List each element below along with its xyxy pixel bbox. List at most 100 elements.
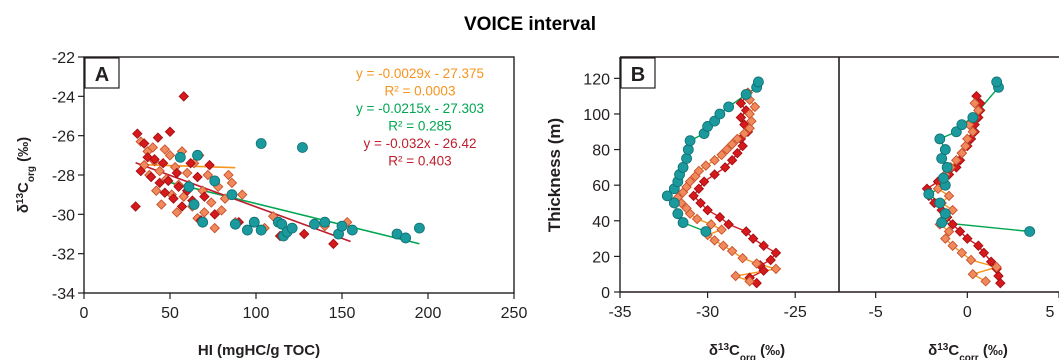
panel-a-y-tick-label: -34 — [52, 286, 75, 303]
panel-a-y-tick-label: -30 — [52, 207, 75, 224]
panel-b-data-point — [749, 101, 761, 113]
panel-a-equation-line: R² = 0.285 — [388, 119, 451, 134]
panel-a-y-tick-label: -32 — [52, 247, 75, 264]
panel-a-x-tick-label: 50 — [161, 305, 179, 322]
panel-b-data-point — [770, 247, 782, 259]
panel-a-equation-line: R² = 0.403 — [388, 154, 451, 169]
panel-b-data-point — [688, 190, 699, 202]
panel-a-data-point — [199, 191, 210, 202]
panel-b-x-tick-label: -35 — [608, 304, 631, 321]
panel-a-data-point — [178, 91, 189, 102]
panel-b-y-tick-label: 40 — [592, 214, 610, 231]
panel-a-data-point — [135, 165, 146, 177]
panel-b-data-point — [739, 128, 750, 139]
panel-b-data-point — [939, 144, 951, 155]
panel-b-data-point — [677, 217, 689, 228]
panel-a-data-point — [159, 187, 171, 198]
panel-a-data-point — [188, 199, 200, 210]
panel-a-data-point — [192, 171, 203, 183]
panel-a-data-point — [255, 224, 267, 236]
panel-a-chart: A 0 50 100 150 200 250 -34 -32 -30 -28 -26 -24 -22 y… — [15, 50, 528, 359]
panel-b-data-point — [723, 101, 735, 113]
panel-b-data-point — [758, 240, 769, 251]
panel-a-axes: 0 50 100 150 200 250 -34 -32 -30 -28 -26 -24 -22 — [52, 50, 528, 322]
panel-a-data-point — [223, 169, 234, 181]
panel-b-data-point — [943, 226, 955, 237]
panel-a-x-tick-label: 150 — [329, 305, 356, 322]
panel-a-x-tick-label: 0 — [80, 305, 89, 322]
panel-b-data-point — [770, 263, 782, 275]
panel-b-data-point — [718, 240, 729, 251]
panel-b-data-point — [737, 252, 748, 264]
panel-a-data-point — [151, 185, 162, 196]
panel-a-data-point — [149, 154, 160, 165]
panel-a-points — [130, 91, 425, 250]
panel-b-series-line — [676, 92, 777, 282]
panel-a-data-point — [209, 209, 220, 220]
panel-a-data-point — [346, 224, 358, 236]
panel-b-x-tick-label: 0 — [963, 304, 972, 321]
panel-b-data-point — [969, 98, 980, 109]
panel-a-label: A — [95, 64, 109, 86]
panel-a-data-point — [199, 207, 210, 218]
panel-a-data-point — [226, 177, 238, 189]
panel-a-data-point — [319, 216, 331, 228]
panel-b-data-point — [684, 135, 696, 147]
panel-a-y-axis-label: δ13Corg (‰) — [15, 137, 37, 213]
panel-a-data-point — [298, 228, 310, 240]
panel-b-data-point — [941, 161, 953, 173]
panel-b-data-point — [732, 133, 743, 145]
panel-b-data-point — [691, 213, 703, 225]
panel-a-data-point — [255, 138, 267, 149]
panel-a-data-point — [157, 157, 169, 169]
panel-b-data-point — [677, 161, 689, 173]
panel-a-data-point — [163, 175, 174, 187]
panel-b-data-point — [956, 119, 968, 131]
panel-b-chart: B 0 20 40 60 80 100 120 -35 -30 -25 -5 0 5 Thickness… — [545, 56, 1059, 360]
panel-a-data-point — [248, 216, 260, 228]
panel-b-data-point — [714, 108, 726, 120]
panel-b-series-line — [936, 102, 1000, 282]
panel-a-data-point — [400, 232, 412, 244]
panel-b-data-point — [980, 276, 991, 287]
panel-a-data-point — [156, 199, 167, 210]
panel-a-data-point — [216, 205, 227, 216]
panel-a-y-tick-label: -22 — [52, 50, 75, 67]
panel-a-trendline — [169, 181, 420, 245]
panel-b-data-point — [730, 270, 741, 282]
panel-b-data-point — [753, 76, 764, 88]
panel-b-data-point — [967, 268, 979, 280]
panel-a-data-point — [209, 222, 220, 234]
panel-a-data-point — [204, 159, 215, 171]
panel-b-y-tick-label: 80 — [592, 143, 610, 160]
panel-b-data-point — [700, 226, 712, 237]
panel-a-data-point — [145, 171, 157, 183]
panel-a-y-tick-label: -24 — [52, 89, 75, 106]
panel-a-data-point — [192, 149, 203, 161]
panel-b-y-axis-label: Thickness (m) — [545, 118, 564, 232]
panel-b-y-tick-label: 0 — [601, 285, 610, 302]
panel-a-data-point — [152, 132, 164, 143]
panel-b-axes: 0 20 40 60 80 100 120 -35 -30 -25 -5 0 5 — [583, 71, 1059, 321]
panel-a-data-point — [297, 142, 308, 153]
panel-b-data-point — [744, 276, 755, 287]
panel-a-data-point — [173, 181, 184, 193]
panel-b-data-point — [716, 149, 727, 161]
panel-b-data-point — [939, 208, 951, 220]
panel-b-data-point — [700, 160, 712, 171]
panel-b-data-point — [709, 235, 720, 246]
panel-a-data-point — [206, 197, 217, 208]
panel-a-label-box — [84, 57, 120, 89]
panel-a-data-point — [185, 157, 196, 169]
panel-a-data-point — [130, 201, 141, 212]
panel-a-equation-line: y = -0.0215x - 27.303 — [356, 101, 484, 116]
panel-b-data-point — [693, 183, 705, 194]
panel-a-data-point — [328, 238, 339, 250]
panel-a-data-point — [181, 167, 193, 179]
panel-a-data-point — [132, 128, 143, 139]
panel-b-data-point — [947, 240, 958, 251]
panel-b-data-point — [661, 190, 673, 202]
panel-a-data-point — [209, 175, 221, 187]
panel-b-data-point — [967, 112, 979, 123]
